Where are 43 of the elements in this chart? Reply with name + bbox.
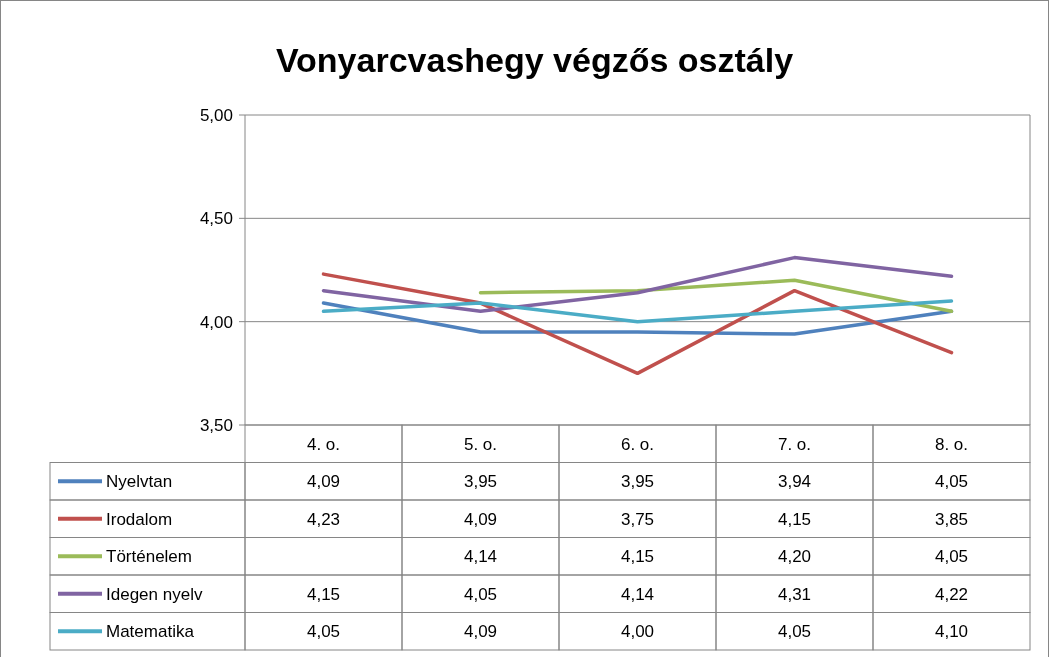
data-label: 3,95 — [463, 472, 498, 492]
data-label: 4,09 — [306, 472, 341, 492]
x-tick-label: 8. o. — [934, 434, 969, 454]
y-tick-label: 5,00 — [199, 105, 233, 125]
x-tick-label: 6. o. — [620, 434, 655, 454]
data-label: 4,05 — [934, 547, 969, 567]
data-label: 4,15 — [620, 547, 655, 567]
data-label: 3,95 — [620, 472, 655, 492]
x-tick-label: 5. o. — [463, 434, 498, 454]
data-label: 4,10 — [934, 622, 969, 642]
data-label: 4,14 — [620, 584, 655, 604]
data-label: 4,05 — [463, 584, 498, 604]
x-tick-label: 7. o. — [777, 434, 812, 454]
x-tick-label: 4. o. — [306, 434, 341, 454]
line-series — [321, 255, 954, 314]
data-label: 4,15 — [306, 584, 341, 604]
data-label: 4,20 — [777, 547, 812, 567]
line-series — [478, 278, 954, 314]
y-tick-label: 4,00 — [199, 312, 233, 332]
y-tick-label: 4,50 — [199, 209, 233, 229]
legend-label: Nyelvtan — [106, 472, 173, 492]
y-tick-label: 3,50 — [199, 415, 233, 435]
data-label: 4,00 — [620, 622, 655, 642]
line-series — [321, 272, 954, 376]
data-label: 4,05 — [934, 472, 969, 492]
data-label: 4,09 — [463, 622, 498, 642]
data-label: 3,85 — [934, 509, 969, 529]
data-label: 3,75 — [620, 509, 655, 529]
data-label: 4,14 — [463, 547, 498, 567]
data-label: 4,15 — [777, 509, 812, 529]
data-label: 4,05 — [777, 622, 812, 642]
legend-label: Történelem — [106, 547, 192, 567]
legend-label: Irodalom — [106, 509, 173, 529]
data-label: 4,09 — [463, 509, 498, 529]
data-label: 4,23 — [306, 509, 341, 529]
data-label: 3,94 — [777, 472, 812, 492]
legend-label: Idegen nyelv — [106, 584, 203, 604]
data-label: 4,22 — [934, 584, 969, 604]
chart-title: Vonyarcvashegy végzős osztály — [275, 41, 794, 79]
legend-label: Matematika — [106, 622, 195, 642]
data-label: 4,31 — [777, 584, 812, 604]
line-series — [321, 299, 954, 324]
data-label: 4,05 — [306, 622, 341, 642]
